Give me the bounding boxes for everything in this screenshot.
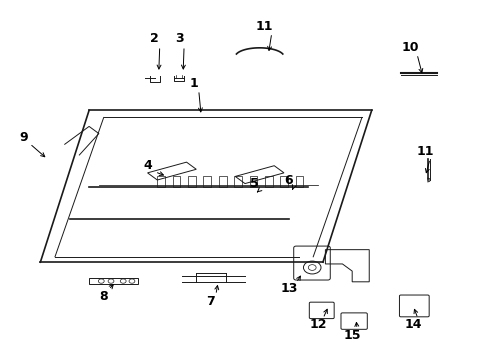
Text: 1: 1 [190, 77, 198, 90]
Text: 6: 6 [285, 174, 293, 186]
Bar [203, 176, 211, 187]
Text: 3: 3 [175, 32, 184, 45]
Text: 11: 11 [416, 145, 434, 158]
Text: 15: 15 [343, 329, 361, 342]
Bar [188, 176, 196, 187]
Text: 13: 13 [280, 283, 297, 296]
Text: 2: 2 [150, 32, 159, 45]
Text: 10: 10 [402, 41, 419, 54]
Text: 7: 7 [206, 295, 215, 308]
Text: 4: 4 [143, 159, 152, 172]
Bar [172, 176, 180, 187]
Bar [234, 176, 242, 187]
Text: 14: 14 [404, 318, 422, 331]
Bar [280, 176, 288, 187]
Bar [249, 176, 257, 187]
Text: 11: 11 [256, 20, 273, 33]
Bar [219, 176, 226, 187]
Text: 9: 9 [19, 131, 27, 144]
Text: 8: 8 [99, 289, 108, 303]
Bar [265, 176, 273, 187]
Bar [157, 176, 165, 187]
Text: 5: 5 [250, 177, 259, 190]
Text: 12: 12 [309, 318, 327, 331]
Bar [296, 176, 303, 187]
